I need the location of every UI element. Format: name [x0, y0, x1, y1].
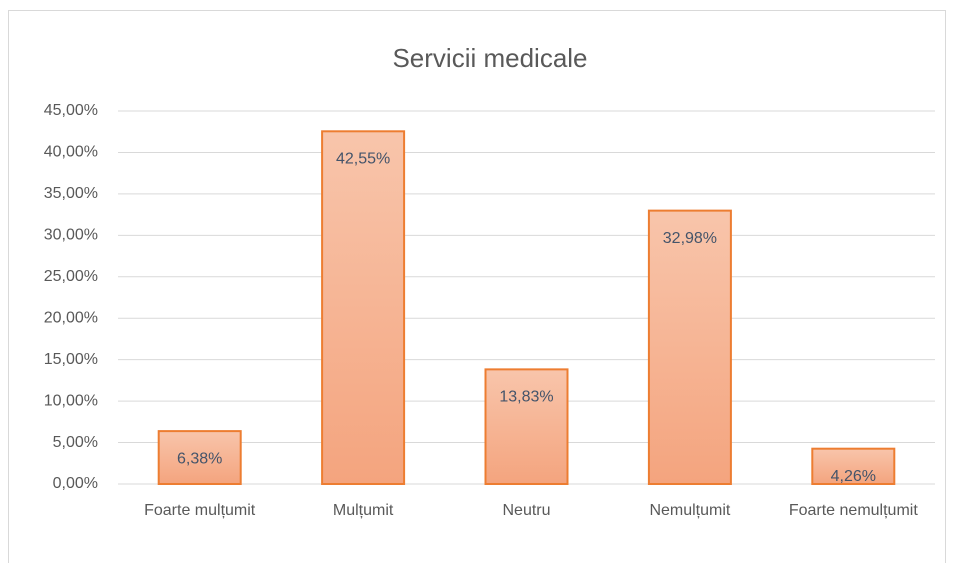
bar: [321, 130, 406, 486]
y-tick-label: 30,00%: [44, 227, 98, 244]
x-tick-label: Foarte nemulțumit: [788, 502, 918, 519]
y-tick-label: 35,00%: [44, 185, 98, 202]
y-tick-label: 40,00%: [44, 144, 98, 161]
chart-border: [8, 10, 946, 563]
bar: [484, 368, 569, 485]
y-tick-label: 0,00%: [53, 475, 98, 492]
x-tick-label: Foarte mulțumit: [144, 502, 256, 519]
y-tick-label: 10,00%: [44, 392, 98, 409]
data-label: 4,26%: [831, 468, 876, 485]
data-label: 32,98%: [663, 230, 717, 247]
x-tick-label: Mulțumit: [332, 502, 394, 519]
x-tick-label: Nemulțumit: [649, 502, 731, 519]
y-tick-label: 25,00%: [44, 268, 98, 285]
chart-title: Servicii medicale: [392, 43, 587, 73]
y-tick-label: 45,00%: [44, 102, 98, 119]
y-tick-label: 5,00%: [53, 434, 98, 451]
y-tick-label: 20,00%: [44, 309, 98, 326]
bar: [647, 209, 732, 485]
y-tick-label: 15,00%: [44, 351, 98, 368]
bar: [157, 430, 242, 485]
data-label: 13,83%: [499, 389, 553, 406]
data-label: 6,38%: [177, 450, 222, 467]
x-tick-label: Neutru: [502, 502, 551, 519]
data-label: 42,55%: [336, 151, 390, 168]
bar: [811, 447, 896, 485]
